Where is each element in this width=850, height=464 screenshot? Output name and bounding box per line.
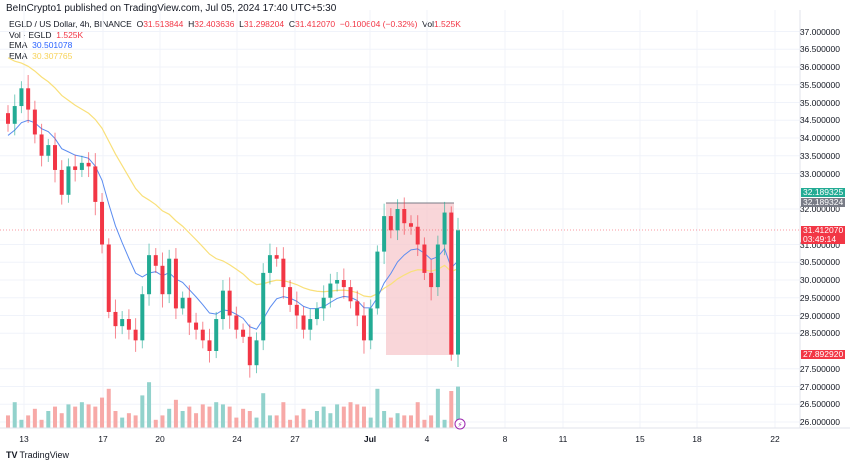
price-axis-label: 33.500000 <box>799 150 840 161</box>
volume-value: 1.525K <box>433 19 461 29</box>
time-axis-label: 11 <box>558 434 568 444</box>
svg-text:⚡: ⚡ <box>458 421 463 429</box>
legend-ohlc: EGLD / US Dollar, 4h, BINANCE O31.513844… <box>9 19 461 29</box>
price-axis-label: 29.500000 <box>799 292 840 303</box>
time-axis-label: 8 <box>502 434 508 444</box>
price-axis-label: 35.000000 <box>799 97 840 108</box>
price-axis-label: 34.000000 <box>799 133 840 143</box>
time-axis-label: 17 <box>98 434 108 444</box>
lightning-icon[interactable] <box>454 418 466 430</box>
ema-fast-line <box>7 119 459 330</box>
price-axis-label: 30.500000 <box>799 257 840 268</box>
time-axis-label: 20 <box>155 434 165 444</box>
price-axis-label: 31.000000 <box>799 239 840 250</box>
price-axis-label: 26.000000 <box>799 417 840 427</box>
tv-logo-icon: TV <box>6 450 18 460</box>
price-axis-label: 27.000000 <box>799 381 840 392</box>
candles <box>6 74 460 378</box>
price-axis-label: 37.000000 <box>799 26 840 37</box>
price-tag-lower-red: 27.892920 <box>801 349 845 359</box>
price-axis-label: 30.000000 <box>799 275 840 285</box>
publish-info: BeInCrypto1 published on TradingView.com… <box>6 3 337 14</box>
price-tag-upper-gray: 32.189324 <box>801 197 845 207</box>
chart-legend: EGLD / US Dollar, 4h, BINANCE O31.513844… <box>9 19 461 61</box>
price-axis-label: 29.000000 <box>799 310 840 321</box>
price-axis-label: 33.000000 <box>799 168 840 179</box>
time-axis-label: 18 <box>692 434 702 444</box>
symbol-label[interactable]: EGLD / US Dollar, 4h, BINANCE <box>9 19 132 29</box>
time-axis-label: 27 <box>290 434 300 444</box>
price-tag-current: 31.412070 03:49:14 <box>801 225 845 244</box>
time-axis-label: 4 <box>424 434 430 444</box>
legend-ema-fast[interactable]: EMA 30.501078 <box>9 40 73 50</box>
price-axis-label: 27.500000 <box>799 363 840 374</box>
price-axis-label: 36.000000 <box>799 62 840 72</box>
time-axis-label: 13 <box>19 434 29 444</box>
low-value: 31.298204 <box>243 19 285 29</box>
price-tag-upper-green: 32.189325 <box>801 187 845 197</box>
price-axis-label: 32.000000 <box>799 204 840 214</box>
legend-volume-indicator[interactable]: Vol · EGLD 1.525K <box>9 29 84 40</box>
time-axis-label: Jul <box>363 434 377 444</box>
ema-slow-line <box>7 57 459 298</box>
change-value: −0.100604 (−0.32%) <box>339 19 418 29</box>
legend-ema-slow[interactable]: EMA 30.307765 <box>9 50 73 61</box>
price-axis-label: 35.500000 <box>799 79 840 90</box>
bar-countdown: 03:49:14 <box>803 234 837 244</box>
volume-bars <box>6 382 460 428</box>
price-axis-label: 36.500000 <box>799 44 840 55</box>
time-axis-label: 22 <box>770 434 780 444</box>
price-axis-label: 34.500000 <box>799 115 840 126</box>
price-axis-label: 26.500000 <box>799 399 840 410</box>
time-axis-label: 15 <box>635 434 645 444</box>
price-axis-label: 28.500000 <box>799 328 840 339</box>
open-value: 31.513844 <box>143 19 184 29</box>
close-value: 31.412070 <box>294 19 336 29</box>
high-value: 32.403636 <box>194 19 235 29</box>
time-axis-label: 24 <box>232 434 242 444</box>
tradingview-logo[interactable]: TV TradingView <box>6 450 70 460</box>
